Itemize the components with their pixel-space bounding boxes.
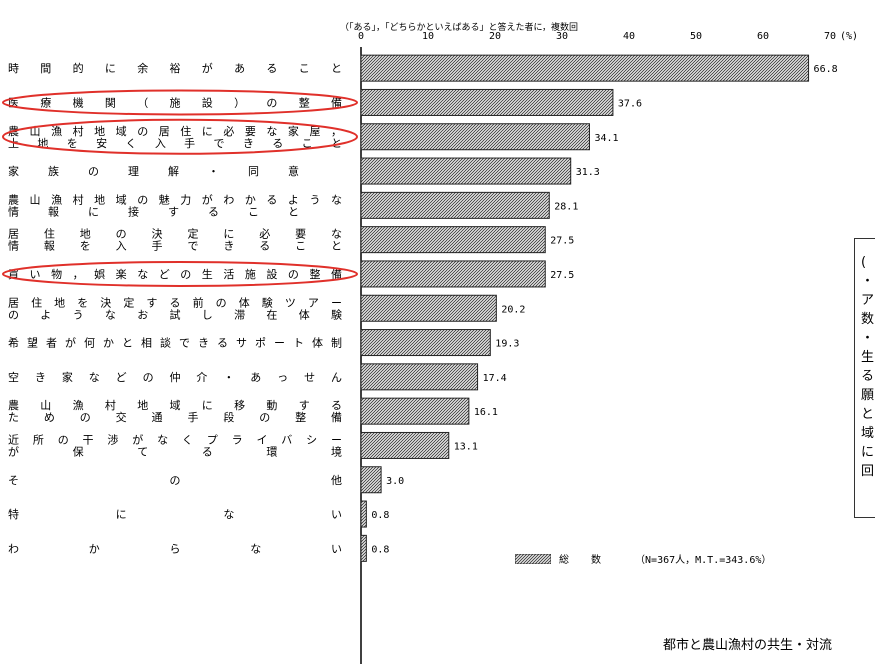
side-note-line: ・ xyxy=(861,331,875,346)
side-note-line: と xyxy=(861,407,875,422)
bar-value-label: 66.8 xyxy=(814,64,838,75)
category-label: 居住地の決定に必要な xyxy=(8,227,342,241)
category-label: が保てる環境 xyxy=(8,444,342,458)
bar xyxy=(360,157,572,185)
side-note-line: る xyxy=(861,369,875,384)
side-note-line: 願 xyxy=(861,388,875,403)
bar xyxy=(360,54,810,82)
bar xyxy=(360,226,546,254)
x-tick-label: 70 xyxy=(824,31,836,42)
bar xyxy=(360,191,550,219)
category-label: のようなお試し滞在体験 xyxy=(8,307,342,321)
bar-value-label: 19.3 xyxy=(495,339,519,350)
bar xyxy=(360,294,497,322)
category-label: 情報を入手できること xyxy=(8,239,342,253)
bar xyxy=(360,260,546,288)
header-note: （「ある」，「どちらかといえばある」と答えた者に，複数回 xyxy=(340,23,579,33)
category-label: わからない xyxy=(8,542,342,555)
bar-value-label: 34.1 xyxy=(594,133,618,144)
category-label: 農山漁村地域に移動する xyxy=(8,398,342,412)
side-note-line: 数 xyxy=(861,312,875,327)
highlight-ellipse xyxy=(2,118,358,155)
side-note-line: ア xyxy=(861,293,875,308)
bar-value-label: 16.1 xyxy=(474,407,498,418)
bar xyxy=(360,123,590,151)
category-label: 農山漁村地域の居住に必要な家屋， xyxy=(8,124,342,138)
category-label: その他 xyxy=(8,474,342,487)
bar xyxy=(360,88,614,116)
bar-value-label: 27.5 xyxy=(550,270,574,281)
unit-label: (%) xyxy=(840,31,858,42)
bar xyxy=(360,534,367,562)
category-label: 農山漁村地域の魅力がわかるような xyxy=(8,192,342,206)
category-label: ための交通手段の整備 xyxy=(8,410,342,424)
bar-value-label: 0.8 xyxy=(371,544,389,555)
bar xyxy=(360,500,367,528)
source-caption: 都市と農山漁村の共生・対流 xyxy=(663,638,833,653)
bar xyxy=(360,466,382,494)
side-note-line: 回 xyxy=(861,464,875,479)
category-label: 土地を安く入手できること xyxy=(8,136,342,150)
x-tick-label: 0 xyxy=(358,31,364,42)
side-note-line: に xyxy=(861,445,875,460)
legend: 総 数 （N=367人，M.T.=343.6%） xyxy=(515,551,771,566)
highlight-ellipse xyxy=(2,89,358,116)
bar xyxy=(360,363,479,391)
side-note-line: 域 xyxy=(861,426,875,441)
x-tick-label: 40 xyxy=(623,31,635,42)
bar xyxy=(360,397,470,425)
legend-series-name: 総 数 xyxy=(559,555,610,566)
x-tick-label: 10 xyxy=(422,31,434,42)
category-label: 家族の理解・同意 xyxy=(8,164,299,178)
category-label: 情報に接すること xyxy=(8,205,299,218)
bar-value-label: 0.8 xyxy=(371,510,389,521)
side-note-box: (・ア数・生る願と域に回 xyxy=(854,238,875,518)
category-label: 医療機関（施設）の整備 xyxy=(8,95,342,109)
bar xyxy=(360,329,491,357)
bar-value-label: 17.4 xyxy=(483,373,507,384)
category-label: 居住地を決定する前の体験ツアー xyxy=(8,295,342,309)
x-tick-label: 20 xyxy=(489,31,501,42)
bar-value-label: 3.0 xyxy=(386,476,404,487)
bar-value-label: 37.6 xyxy=(618,98,642,109)
category-label: 特にない xyxy=(8,507,342,521)
highlight-ellipse xyxy=(2,260,358,287)
legend-swatch xyxy=(515,553,551,564)
x-tick-label: 30 xyxy=(556,31,568,42)
side-note-line: ( xyxy=(861,255,867,270)
side-note-line: ・ xyxy=(861,274,875,289)
bar xyxy=(360,431,450,459)
category-label: 空き家などの仲介・あっせん xyxy=(8,370,342,384)
bar-value-label: 28.1 xyxy=(554,201,578,212)
bar-value-label: 20.2 xyxy=(501,304,525,315)
category-label: 買い物，娯楽などの生活施設の整備 xyxy=(8,267,342,281)
bar-value-label: 31.3 xyxy=(576,167,600,178)
x-tick-label: 50 xyxy=(690,31,702,42)
side-note-line: 生 xyxy=(861,350,875,365)
bar-value-label: 27.5 xyxy=(550,236,574,247)
legend-note: （N=367人，M.T.=343.6%） xyxy=(635,555,772,566)
bar-value-label: 13.1 xyxy=(454,441,478,452)
category-label: 希望者が何かと相談できるサポート体制 xyxy=(8,336,342,350)
category-label: 近所の干渉がなくプライバシー xyxy=(8,432,342,446)
x-tick-label: 60 xyxy=(757,31,769,42)
category-label: 時間的に余裕があること xyxy=(8,61,342,75)
